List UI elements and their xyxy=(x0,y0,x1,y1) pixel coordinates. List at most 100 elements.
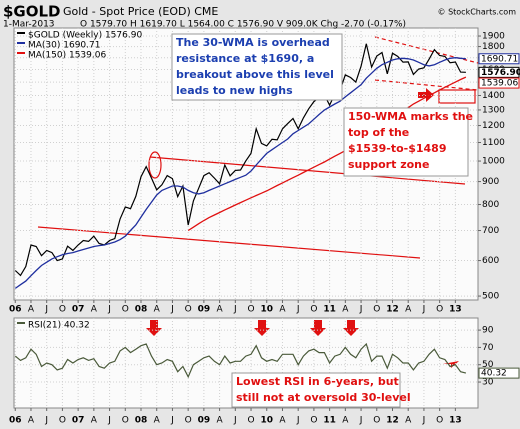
legend-label: MA(150) 1539.06 xyxy=(28,51,106,61)
x-tick-label: J xyxy=(170,416,174,426)
x-tick-label: A xyxy=(279,305,286,315)
resistance-line xyxy=(374,36,479,64)
x-tick-label: 11 xyxy=(323,416,336,426)
y-tick-label: 1200 xyxy=(482,121,505,131)
series-line xyxy=(187,76,467,232)
x-tick-label: 07 xyxy=(72,305,85,315)
annotation-box xyxy=(343,107,469,177)
x-tick-label: A xyxy=(91,416,98,426)
x-tick-label: A xyxy=(217,305,224,315)
x-tick-label: O xyxy=(310,305,317,315)
x-tick-label: A xyxy=(91,305,98,315)
annotation: The 30-WMA is overhead resistance at $169… xyxy=(171,33,343,101)
x-tick-label: O xyxy=(122,305,129,315)
x-tick-label: J xyxy=(359,416,363,426)
y-tick-label: 1400 xyxy=(482,91,505,101)
x-tick-label: J xyxy=(359,305,363,315)
x-tick-label: A xyxy=(154,305,161,315)
legend-label: MA(30) 1690.71 xyxy=(28,41,100,51)
x-tick-label: 07 xyxy=(72,416,85,426)
x-tick-label: J xyxy=(107,305,111,315)
y-tick-label: 1900 xyxy=(482,32,505,42)
x-tick-label: A xyxy=(154,416,161,426)
x-tick-label: O xyxy=(373,305,380,315)
annotation-text: The 30-WMA is overhead xyxy=(176,36,330,49)
legend-swatch xyxy=(17,52,25,54)
x-tick-label: A xyxy=(405,416,412,426)
x-tick-label: O xyxy=(59,416,66,426)
annotation-text: resistance at $1690, a xyxy=(176,52,314,65)
x-tick-label: 08 xyxy=(135,416,148,426)
annotation: 150-WMA marks the top of the $1539-to-$148… xyxy=(343,107,473,177)
symbol: $GOLD xyxy=(3,3,61,21)
annotation-box xyxy=(171,33,343,101)
x-tick-label: J xyxy=(422,416,426,426)
y-tick-label: 90 xyxy=(482,326,494,336)
x-tick-label: O xyxy=(59,305,66,315)
x-tick-label: O xyxy=(247,416,254,426)
y-tick-label: 1800 xyxy=(482,42,505,52)
x-tick-label: J xyxy=(296,305,300,315)
annotation-text: Lowest RSI in 6-years, but xyxy=(236,375,399,388)
series-line xyxy=(14,342,467,379)
x-tick-label: A xyxy=(28,305,35,315)
arrow xyxy=(418,88,434,102)
instrument-name: Gold - Spot Price (EOD) CME xyxy=(63,5,218,18)
trend-line xyxy=(37,226,421,259)
x-tick-label: 09 xyxy=(198,305,211,315)
arrow xyxy=(254,320,270,336)
annotation-text: 150-WMA marks the xyxy=(348,110,473,123)
y-tick-label: 50 xyxy=(482,360,494,370)
x-tick-label: J xyxy=(44,416,48,426)
x-tick-label: 11 xyxy=(323,305,336,315)
legend-swatch xyxy=(17,42,25,44)
support-box xyxy=(438,89,476,104)
x-tick-label: J xyxy=(107,416,111,426)
x-tick-label: O xyxy=(436,416,443,426)
x-tick-label: J xyxy=(233,416,237,426)
annotation-text: $1539-to-$1489 xyxy=(348,142,446,155)
x-tick-label: 13 xyxy=(449,305,462,315)
y-tick-label: 500 xyxy=(482,292,499,302)
highlight-circle xyxy=(148,151,162,179)
x-tick-label: A xyxy=(342,416,349,426)
x-tick-label: A xyxy=(217,416,224,426)
end-label-box xyxy=(478,66,520,78)
legend-label: $GOLD (Weekly) 1576.90 xyxy=(28,31,142,41)
x-tick-label: A xyxy=(342,305,349,315)
x-tick-label: J xyxy=(296,416,300,426)
x-tick-label: 12 xyxy=(386,416,399,426)
x-tick-label: O xyxy=(247,305,254,315)
x-tick-label: A xyxy=(28,416,35,426)
x-tick-label: J xyxy=(233,305,237,315)
x-tick-label: O xyxy=(185,305,192,315)
annotation: Lowest RSI in 6-years, but still not at o… xyxy=(231,372,411,408)
legend-label: RSI(21) 40.32 xyxy=(28,321,90,331)
y-tick-label: 700 xyxy=(482,226,499,236)
x-tick-label: 06 xyxy=(9,305,22,315)
annotation-text: top of the xyxy=(348,126,409,139)
y-tick-label: 1300 xyxy=(482,105,505,115)
x-tick-label: O xyxy=(185,416,192,426)
x-tick-label: J xyxy=(422,305,426,315)
quote: O 1579.70 H 1619.70 L 1564.00 C 1576.90 … xyxy=(80,20,406,30)
x-tick-label: O xyxy=(436,305,443,315)
end-label-box xyxy=(478,367,520,379)
date: 1-Mar-2013 xyxy=(3,20,55,30)
x-tick-label: J xyxy=(44,305,48,315)
x-tick-label: 10 xyxy=(260,305,273,315)
end-label: 1539.06 xyxy=(481,79,518,89)
annotation-box xyxy=(231,372,401,408)
x-tick-label: 09 xyxy=(198,416,211,426)
annotation-text: support zone xyxy=(348,158,429,171)
credit: © StockCharts.com xyxy=(438,8,517,17)
x-tick-label: 10 xyxy=(260,416,273,426)
x-tick-label: O xyxy=(373,416,380,426)
y-tick-label: 1100 xyxy=(482,138,505,148)
y-tick-label: 70 xyxy=(482,343,494,353)
x-tick-label: O xyxy=(122,416,129,426)
end-label: 1690.71 xyxy=(481,54,518,64)
y-tick-label: 1000 xyxy=(482,157,505,167)
y-tick-label: 600 xyxy=(482,256,499,266)
